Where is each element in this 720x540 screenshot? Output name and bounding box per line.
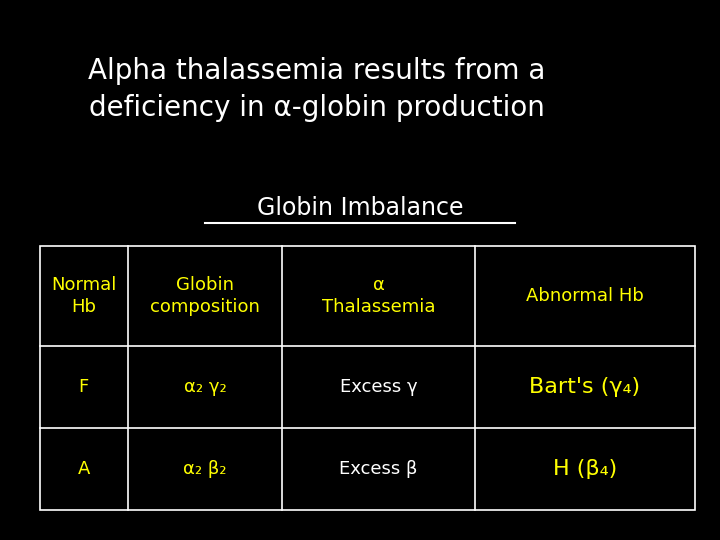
Text: Globin
composition: Globin composition — [150, 276, 260, 316]
Text: Normal
Hb: Normal Hb — [51, 276, 117, 316]
Text: Alpha thalassemia results from a
deficiency in α-globin production: Alpha thalassemia results from a deficie… — [88, 57, 546, 122]
Text: H (β₄): H (β₄) — [553, 460, 617, 480]
Text: A: A — [78, 460, 90, 478]
Text: Globin Imbalance: Globin Imbalance — [257, 196, 463, 220]
Text: F: F — [78, 378, 89, 396]
Text: Bart's (γ₄): Bart's (γ₄) — [529, 377, 641, 397]
Text: α
Thalassemia: α Thalassemia — [322, 276, 436, 316]
Text: α₂ β₂: α₂ β₂ — [184, 460, 227, 478]
Text: α₂ γ₂: α₂ γ₂ — [184, 378, 226, 396]
Text: Excess β: Excess β — [339, 460, 418, 478]
Bar — [40, 246, 695, 510]
Text: Excess γ: Excess γ — [340, 378, 418, 396]
Text: Abnormal Hb: Abnormal Hb — [526, 287, 644, 305]
